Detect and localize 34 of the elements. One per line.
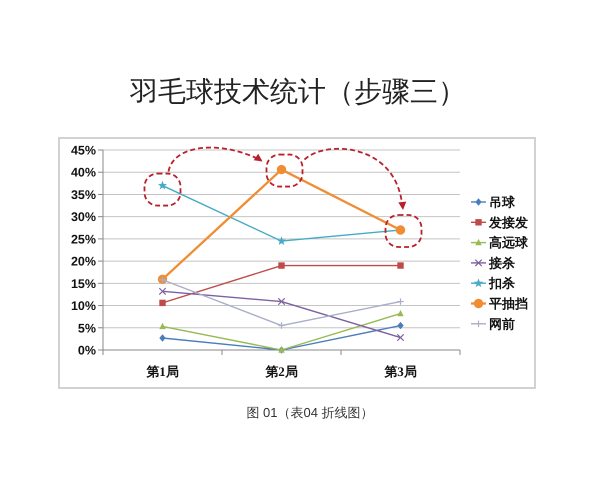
caption: 图 01（表04 折线图） — [246, 405, 374, 420]
y-tick-label: 5% — [78, 321, 96, 336]
point — [397, 262, 404, 269]
legend-label: 平抽挡 — [488, 296, 528, 311]
y-tick-label: 40% — [70, 166, 96, 180]
x-tick-label: 第2局 — [264, 364, 298, 379]
point — [159, 322, 166, 330]
legend-label: 接杀 — [488, 255, 515, 270]
point — [278, 298, 286, 306]
x-tick-label: 第3局 — [383, 364, 417, 379]
y-tick-label: 45% — [70, 144, 96, 158]
point — [159, 300, 166, 306]
legend-label: 高远球 — [489, 235, 529, 250]
y-tick-label: 0% — [78, 344, 96, 358]
y-tick-label: 15% — [70, 276, 96, 291]
y-tick-label: 30% — [70, 210, 96, 224]
point — [159, 334, 166, 342]
point — [397, 310, 404, 316]
point — [158, 288, 166, 296]
legend-label: 扣杀 — [488, 276, 515, 291]
point — [278, 262, 285, 269]
point — [276, 236, 286, 245]
y-tick-label: 10% — [70, 299, 96, 314]
x-tick-label: 第1局 — [145, 364, 179, 379]
point — [278, 322, 286, 330]
y-tick-label: 25% — [70, 232, 96, 246]
point — [396, 334, 404, 342]
y-tick-label: 20% — [70, 254, 96, 269]
legend-label: 吊球 — [489, 194, 516, 210]
legend-label: 发接发 — [488, 214, 528, 230]
chart-title: 羽毛球技术统计（步骤三） — [129, 77, 466, 108]
point — [397, 322, 404, 330]
legend-label: 网前 — [489, 316, 515, 332]
y-tick-label: 35% — [70, 188, 96, 202]
